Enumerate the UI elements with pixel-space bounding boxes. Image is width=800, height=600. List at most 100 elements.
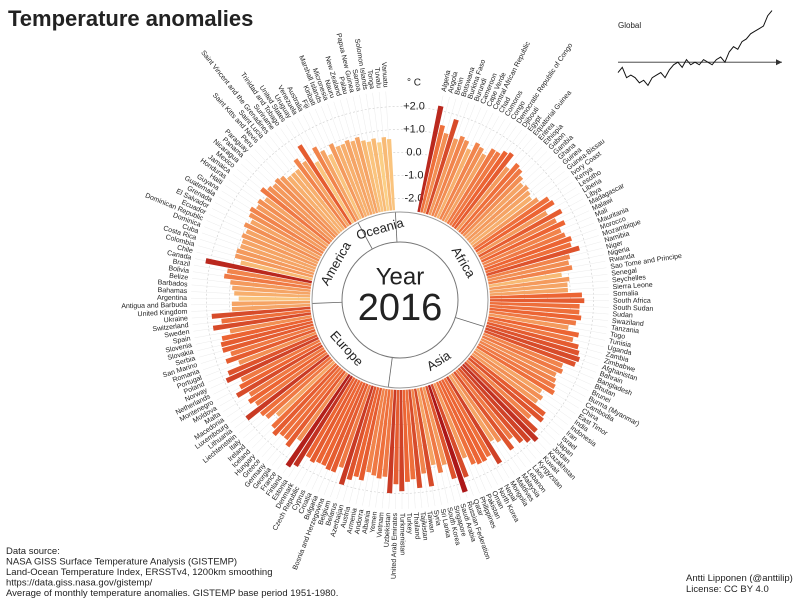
source-line: NASA GISS Surface Temperature Analysis (… <box>6 557 237 568</box>
bar <box>436 148 472 219</box>
bar <box>475 200 555 253</box>
country-label: Turkmenistan <box>398 513 405 555</box>
bar <box>283 368 344 441</box>
country-label: Sudan <box>612 311 633 319</box>
bar <box>441 146 484 222</box>
region-separator <box>357 222 373 250</box>
bar <box>471 352 539 404</box>
bar <box>297 144 352 226</box>
region-label: Oceania <box>355 215 406 243</box>
bar <box>344 139 373 216</box>
bar <box>238 331 317 366</box>
bar <box>489 307 582 321</box>
region-separator <box>394 212 398 243</box>
bar <box>465 359 532 420</box>
bar <box>376 389 391 479</box>
country-label: Sweden <box>164 329 190 340</box>
bar <box>476 345 555 396</box>
center-value: 2016 <box>358 287 443 329</box>
bar <box>460 168 523 235</box>
bar <box>302 160 350 227</box>
y-tick-label: +2.0 <box>403 100 425 112</box>
bar <box>225 328 316 364</box>
bar <box>371 138 387 212</box>
bar <box>330 383 369 473</box>
bar <box>473 350 544 401</box>
y-tick-label: +1.0 <box>403 123 425 135</box>
bar <box>231 300 311 307</box>
bar <box>293 158 348 229</box>
region-label: Africa <box>449 244 479 281</box>
bar <box>408 389 423 489</box>
bar <box>354 136 379 214</box>
bar <box>489 310 577 326</box>
unit-label: ° C <box>407 78 421 89</box>
bar <box>489 276 570 291</box>
bar <box>479 218 557 261</box>
country-label: Togo <box>610 331 626 340</box>
country-label: Turkey <box>405 513 413 535</box>
bar <box>226 268 312 287</box>
bar <box>243 222 320 262</box>
country-label: Canada <box>166 250 192 262</box>
country-label: Benin <box>454 77 466 96</box>
bar <box>466 184 529 242</box>
country-label: Ukraine <box>163 315 188 324</box>
bar <box>435 381 476 465</box>
bar <box>338 385 374 486</box>
bar <box>205 258 313 284</box>
bar <box>305 377 356 459</box>
bar <box>229 315 312 334</box>
country-label: Mali <box>594 207 609 219</box>
bar <box>315 379 361 464</box>
bar <box>256 204 326 252</box>
bar <box>279 175 339 237</box>
bar <box>455 369 513 440</box>
bar <box>464 182 524 239</box>
bar <box>486 245 580 277</box>
title: Temperature anomalies <box>8 6 253 31</box>
bar <box>487 260 570 282</box>
bar <box>239 342 322 390</box>
bar <box>489 301 580 309</box>
bar <box>309 378 358 463</box>
country-label: Taiwan <box>425 511 435 534</box>
country-label: Fiji <box>300 99 310 110</box>
bar <box>335 145 368 218</box>
country-label: Tuvalu <box>373 67 382 88</box>
center-title: Year <box>376 263 425 290</box>
bar <box>230 326 315 357</box>
country-label: Belize <box>169 273 189 282</box>
bar <box>227 334 318 376</box>
bar <box>340 143 370 217</box>
bar <box>425 385 457 480</box>
bar <box>272 183 335 241</box>
country-label: Chile <box>176 244 193 254</box>
bar <box>393 389 400 485</box>
bar <box>223 273 311 290</box>
bar <box>366 141 384 212</box>
bar <box>489 282 568 293</box>
bar <box>225 336 319 384</box>
bar <box>486 321 579 350</box>
bar <box>486 254 571 279</box>
country-label: Niger <box>606 240 625 251</box>
bar <box>471 197 539 248</box>
bar <box>382 389 394 477</box>
country-label: Somalia <box>613 290 639 298</box>
bar <box>402 389 410 482</box>
bar <box>488 313 569 330</box>
bar <box>235 344 324 398</box>
country-label: Swaziland <box>612 318 645 328</box>
country-label: Sierra Leone <box>612 282 653 291</box>
bar <box>350 140 376 215</box>
bar <box>399 389 405 492</box>
bar <box>463 361 538 433</box>
bar <box>431 135 465 217</box>
bar <box>446 376 503 465</box>
bar <box>247 349 327 405</box>
region-separator <box>455 317 485 327</box>
bar <box>250 219 321 260</box>
country-label: Vanuatu <box>380 62 389 88</box>
